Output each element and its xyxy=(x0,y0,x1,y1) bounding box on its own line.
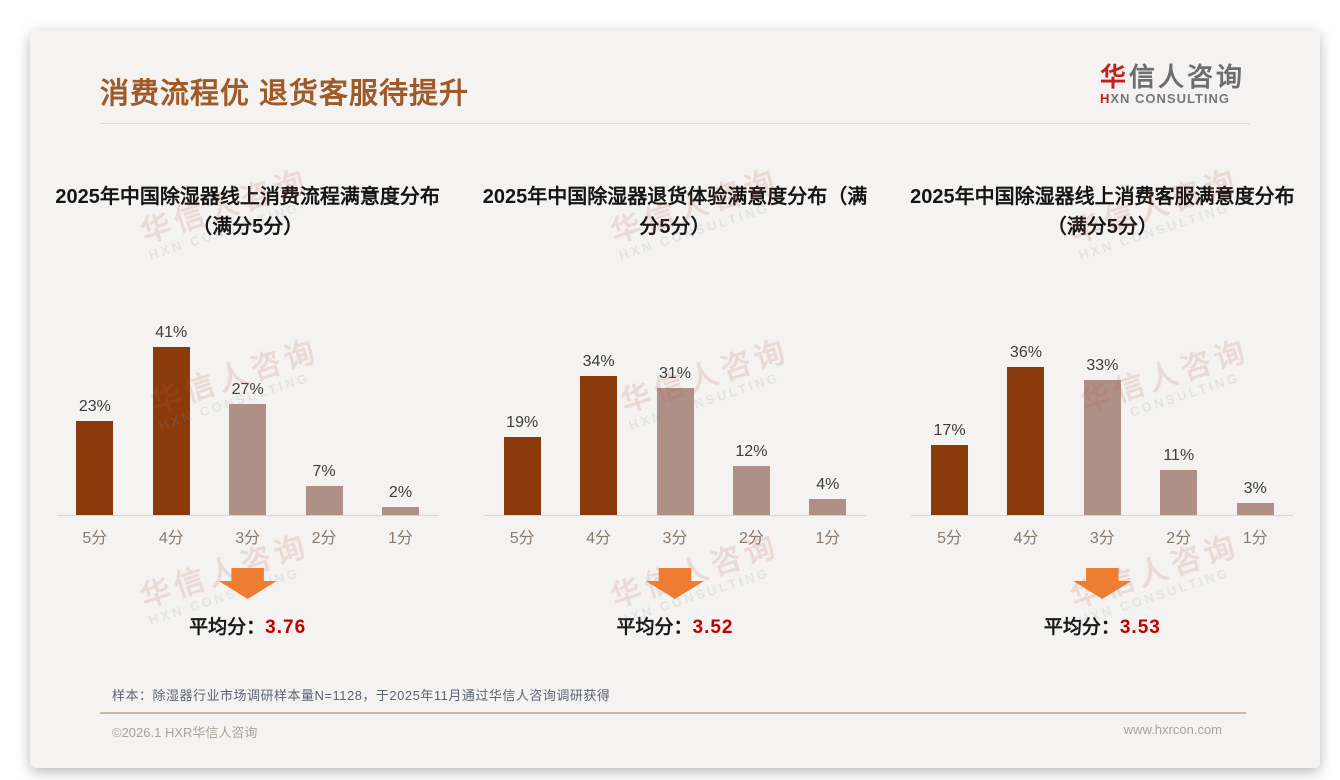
bar-slot: 36% xyxy=(988,344,1064,515)
average-score: 平均分：3.53 xyxy=(895,612,1310,639)
bar-value-label: 27% xyxy=(231,381,264,399)
brand-logo: 华信人咨询 HXN CONSULTING xyxy=(1099,62,1245,107)
bar xyxy=(1083,379,1121,515)
bar xyxy=(503,437,541,515)
bar-slot: 2% xyxy=(362,484,438,515)
bar-slot: 34% xyxy=(560,353,636,515)
bar-value-label: 34% xyxy=(582,352,615,370)
bar-value-label: 2% xyxy=(388,483,413,501)
bar xyxy=(732,465,770,515)
category-label: 5分 xyxy=(509,530,535,547)
bar xyxy=(1160,469,1198,515)
category-label: 2分 xyxy=(311,530,337,547)
category-label: 4分 xyxy=(1013,530,1039,547)
slide-card: 华信人咨询 HXN CONSULTING 华信人咨询 HXN CONSULTIN… xyxy=(30,30,1320,768)
average-value: 3.76 xyxy=(265,617,307,638)
category-label: 4分 xyxy=(158,530,184,547)
bar-slot: 11% xyxy=(1141,447,1217,515)
bar-value-label: 23% xyxy=(78,397,111,415)
bar xyxy=(931,445,969,515)
chart-title: 2025年中国除湿器线上消费流程满意度分布（满分5分） xyxy=(55,186,440,238)
bar xyxy=(229,404,267,515)
bar-value-label: 11% xyxy=(1163,446,1195,464)
category-label: 3分 xyxy=(1089,530,1115,547)
bar-slot: 19% xyxy=(484,414,560,515)
bar-slot: 41% xyxy=(133,324,209,515)
bar-slot: 31% xyxy=(637,365,713,515)
down-arrow-icon xyxy=(1073,568,1132,599)
bar-slot: 7% xyxy=(286,463,362,515)
average-label: 平均分： xyxy=(1043,617,1120,638)
category-label: 1分 xyxy=(815,530,841,547)
bar-slot: 27% xyxy=(209,381,285,515)
bar xyxy=(381,506,419,515)
footer-divider xyxy=(100,712,1246,714)
chart-title: 2025年中国除湿器线上消费客服满意度分布（满分5分） xyxy=(910,186,1295,238)
bar xyxy=(809,498,847,515)
average-value: 3.53 xyxy=(1119,617,1161,638)
average-label: 平均分： xyxy=(616,617,693,638)
category-label: 5分 xyxy=(937,530,962,547)
category-label: 2分 xyxy=(1166,530,1192,547)
bar xyxy=(580,375,618,515)
bar-value-label: 17% xyxy=(933,422,966,440)
bar-value-label: 3% xyxy=(1243,479,1267,497)
bar xyxy=(656,387,694,515)
footer: ©2026.1 HXR华信人咨询 www.hxrcon.com xyxy=(112,722,1222,741)
header: 消费流程优 退货客服待提升 华信人咨询 HXN CONSULTING xyxy=(30,30,1320,117)
bar xyxy=(76,420,114,515)
bar-slot: 17% xyxy=(911,422,987,515)
bar-value-label: 33% xyxy=(1086,356,1119,374)
category-label: 2分 xyxy=(738,530,764,547)
bar-value-label: 19% xyxy=(506,414,539,432)
brand-logo-accent: 华 xyxy=(1099,62,1129,92)
bar-slot: 12% xyxy=(713,443,789,515)
chart-customer-service: 2025年中国除湿器线上消费客服满意度分布（满分5分） 17% 36% 33% 11%… xyxy=(895,182,1310,639)
bar-value-label: 41% xyxy=(155,323,188,341)
brand-logo-rest: 信人咨询 xyxy=(1128,62,1245,92)
bar-plot: 19% 34% 31% 12% 4% xyxy=(483,320,866,516)
page-title: 消费流程优 退货客服待提升 xyxy=(100,78,470,110)
bar xyxy=(1007,367,1045,515)
bar-value-label: 31% xyxy=(658,364,692,382)
bar-plot: 17% 36% 33% 11% 3% xyxy=(911,320,1294,516)
average-label: 平均分： xyxy=(189,617,266,638)
category-label: 3分 xyxy=(662,530,688,547)
category-label: 3分 xyxy=(235,530,261,547)
bar-slot: 23% xyxy=(57,398,133,515)
down-arrow-icon xyxy=(645,568,704,599)
category-label: 1分 xyxy=(388,530,413,547)
bar-value-label: 7% xyxy=(312,463,336,481)
charts-row: 2025年中国除湿器线上消费流程满意度分布（满分5分） 23% 41% 27% 7% 2… xyxy=(30,182,1320,639)
bar-slot: 3% xyxy=(1217,480,1293,515)
category-axis: 5分 4分 3分 2分 1分 xyxy=(57,524,439,548)
chart-title: 2025年中国除湿器退货体验满意度分布（满分5分） xyxy=(482,186,868,238)
website-url: www.hxrcon.com xyxy=(1123,722,1222,737)
bar xyxy=(305,486,343,515)
category-label: 5分 xyxy=(82,530,108,547)
bar-slot: 33% xyxy=(1064,357,1140,515)
bar-slot: 4% xyxy=(790,476,866,515)
average-score: 平均分：3.76 xyxy=(40,612,455,639)
category-axis: 5分 4分 3分 2分 1分 xyxy=(484,524,866,548)
bar xyxy=(1236,502,1274,515)
category-axis: 5分 4分 3分 2分 1分 xyxy=(911,524,1293,548)
copyright-text: ©2026.1 HXR华信人咨询 xyxy=(112,725,258,740)
bar xyxy=(152,346,190,515)
bar-value-label: 12% xyxy=(735,442,768,460)
category-label: 4分 xyxy=(586,530,612,547)
chart-return-experience: 2025年中国除湿器退货体验满意度分布（满分5分） 19% 34% 31% 12% 4%… xyxy=(467,182,882,639)
sample-note: 样本：除湿器行业市场调研样本量N=1128，于2025年11月通过华信人咨询调研… xyxy=(112,688,611,703)
bar-plot: 23% 41% 27% 7% 2% xyxy=(56,320,439,516)
bar-value-label: 36% xyxy=(1009,344,1042,362)
down-arrow-icon xyxy=(218,568,277,599)
average-value: 3.52 xyxy=(692,617,734,638)
category-label: 1分 xyxy=(1242,530,1268,547)
brand-logo-english: HXN CONSULTING xyxy=(1099,91,1231,107)
brand-logo-chinese: 华信人咨询 xyxy=(1099,62,1245,92)
average-score: 平均分：3.52 xyxy=(467,612,882,639)
bar-value-label: 4% xyxy=(816,475,840,493)
header-divider xyxy=(100,123,1250,124)
chart-consumption-process: 2025年中国除湿器线上消费流程满意度分布（满分5分） 23% 41% 27% 7% 2… xyxy=(40,182,455,639)
